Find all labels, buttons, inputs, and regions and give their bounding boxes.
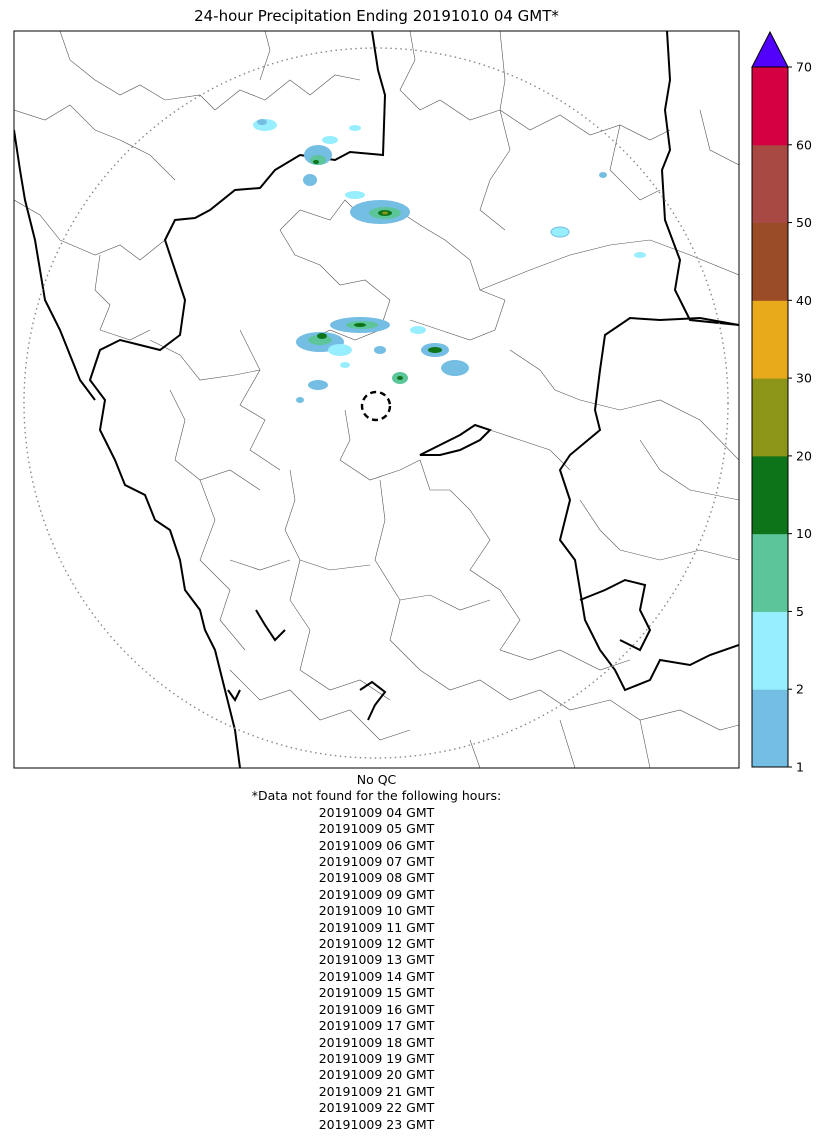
missing-hour-item: 20191009 13 GMT: [318, 952, 435, 968]
missing-hour-item: 20191009 08 GMT: [318, 870, 435, 886]
map-frame: [13, 30, 740, 769]
radar-site-marker: [360, 390, 392, 422]
missing-hour-item: 20191009 19 GMT: [318, 1050, 435, 1066]
missing-data-header: *Data not found for the following hours:: [251, 788, 502, 804]
colorbar-block: [752, 611, 788, 690]
missing-hour-item: 20191009 17 GMT: [318, 1018, 435, 1034]
missing-hour-item: 20191009 21 GMT: [318, 1083, 435, 1099]
missing-hour-item: 20191009 20 GMT: [318, 1067, 435, 1083]
colorbar-tick-label: 30: [796, 371, 812, 386]
district-boundaries: [14, 31, 739, 768]
missing-hour-item: 20191009 07 GMT: [318, 854, 435, 870]
state-boundaries: [14, 31, 739, 768]
missing-hours-list: 20191009 04 GMT 20191009 05 GMT 20191009 0…: [14, 805, 739, 1133]
colorbar-block: [752, 67, 788, 146]
colorbar-block: [752, 300, 788, 379]
colorbar-block: [752, 455, 788, 535]
colorbar-tick-label: 1: [796, 760, 804, 775]
map-title: 24-hour Precipitation Ending 20191010 04…: [194, 7, 559, 25]
colorbar-tick-label: 70: [796, 60, 812, 75]
missing-hour-item: 20191009 10 GMT: [318, 903, 435, 919]
missing-hour-item: 20191009 05 GMT: [318, 821, 435, 837]
colorbar-blocks: [751, 66, 789, 768]
colorbar: 1 2 5 10 20 30 40 50 60 70: [751, 30, 812, 775]
missing-hour-item: 20191009 11 GMT: [318, 919, 435, 935]
radar-range-ring: [23, 47, 729, 759]
missing-hour-item: 20191009 14 GMT: [318, 968, 435, 984]
missing-hour-item: 20191009 06 GMT: [318, 837, 435, 853]
colorbar-tick-label: 2: [796, 682, 804, 697]
precipitation-map: [13, 30, 740, 769]
colorbar-tick-label: 40: [796, 293, 812, 308]
colorbar-block: [752, 533, 788, 612]
colorbar-block: [752, 378, 788, 457]
colorbar-ticks: 1 2 5 10 20 30 40 50 60 70: [788, 60, 812, 775]
missing-hour-item: 20191009 12 GMT: [318, 936, 435, 952]
colorbar-tick-label: 20: [796, 448, 812, 463]
precipitation-echoes: [253, 119, 646, 403]
missing-hour-item: 20191009 18 GMT: [318, 1034, 435, 1050]
missing-hour-item: 20191009 23 GMT: [318, 1116, 435, 1132]
missing-hour-item: 20191009 15 GMT: [318, 985, 435, 1001]
colorbar-block: [752, 222, 788, 301]
missing-hour-item: 20191009 09 GMT: [318, 886, 435, 902]
missing-hour-item: 20191009 22 GMT: [318, 1100, 435, 1116]
colorbar-block: [752, 144, 788, 224]
missing-hour-item: 20191009 04 GMT: [318, 804, 435, 820]
colorbar-over-arrow: [751, 30, 789, 68]
colorbar-block: [752, 689, 788, 768]
qc-note: No QC: [356, 772, 397, 787]
notes-block: No QC *Data not found for the following …: [14, 772, 739, 1133]
colorbar-tick-label: 10: [796, 526, 812, 541]
missing-hour-item: 20191009 16 GMT: [318, 1001, 435, 1017]
colorbar-tick-label: 50: [796, 215, 812, 230]
colorbar-tick-label: 5: [796, 604, 804, 619]
colorbar-tick-label: 60: [796, 137, 812, 152]
